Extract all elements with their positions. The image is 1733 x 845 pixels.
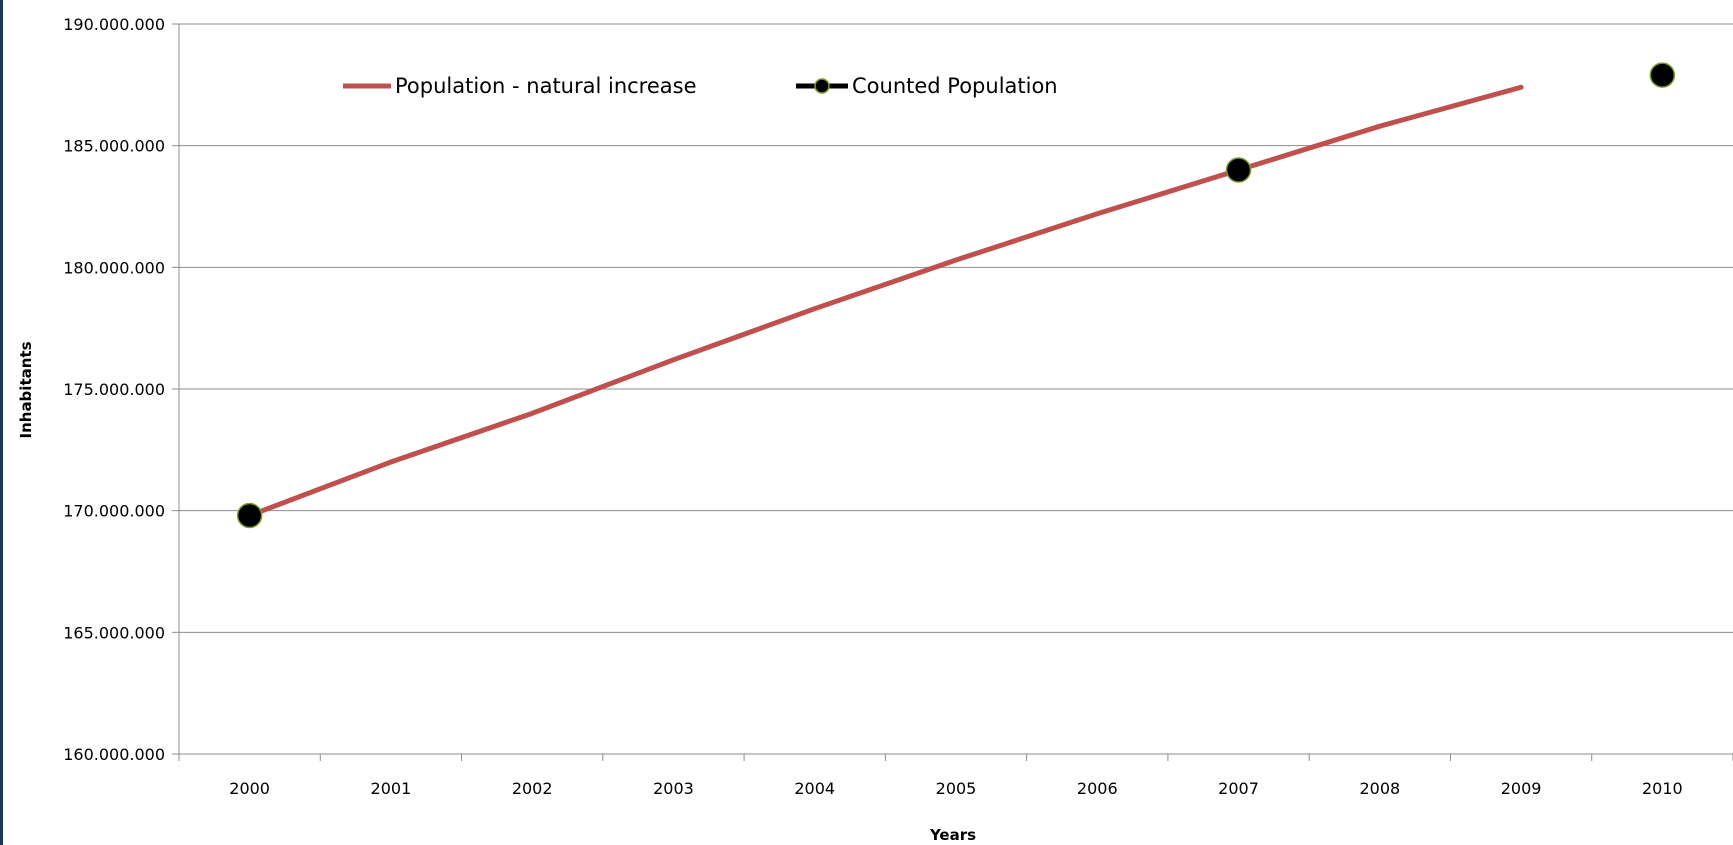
population-line-chart: 160.000.000 165.000.000 170.000.000 175.000…	[17, 15, 1733, 844]
y-tick-label: 180.000.000	[63, 258, 165, 277]
y-axis-title: Inhabitants	[17, 341, 35, 438]
x-axis-title: Years	[929, 826, 976, 844]
series-layer	[236, 62, 1676, 529]
x-tick-label: 2005	[936, 779, 977, 798]
x-tick-label: 2002	[512, 779, 553, 798]
gridlines	[179, 23, 1733, 755]
y-tick-label: 185.000.000	[63, 137, 165, 156]
x-axis: 2000 2001 2002 2003 2004 2005 2006 2007 2008 2009…	[178, 754, 1733, 798]
x-tick-label: 2006	[1077, 779, 1118, 798]
x-tick-label: 2008	[1359, 779, 1400, 798]
counted-population-point	[1225, 157, 1252, 183]
x-tick-label: 2009	[1501, 779, 1542, 798]
y-axis: 160.000.000 165.000.000 170.000.000 175.000…	[63, 15, 180, 764]
legend-label-natural-increase: Population - natural increase	[395, 74, 697, 98]
legend-swatch-counted-marker	[814, 78, 830, 94]
legend: Population - natural increase Counted Po…	[343, 74, 1058, 98]
counted-population-point	[236, 502, 263, 529]
y-tick-label: 175.000.000	[63, 380, 165, 399]
y-tick-label: 165.000.000	[63, 623, 165, 642]
y-tick-label: 160.000.000	[63, 745, 165, 764]
chart-container: 160.000.000 165.000.000 170.000.000 175.000…	[3, 0, 1733, 845]
x-tick-label: 2007	[1218, 779, 1259, 798]
y-tick-label: 190.000.000	[63, 15, 165, 34]
series-line-natural-increase	[247, 84, 1524, 519]
x-tick-label: 2004	[794, 779, 835, 798]
counted-population-point	[1649, 62, 1676, 88]
x-tick-label: 2000	[229, 779, 270, 798]
x-tick-label: 2010	[1642, 779, 1683, 798]
x-tick-label: 2003	[653, 779, 694, 798]
y-tick-label: 170.000.000	[63, 502, 165, 521]
x-tick-label: 2001	[371, 779, 412, 798]
legend-label-counted-population: Counted Population	[852, 74, 1058, 98]
